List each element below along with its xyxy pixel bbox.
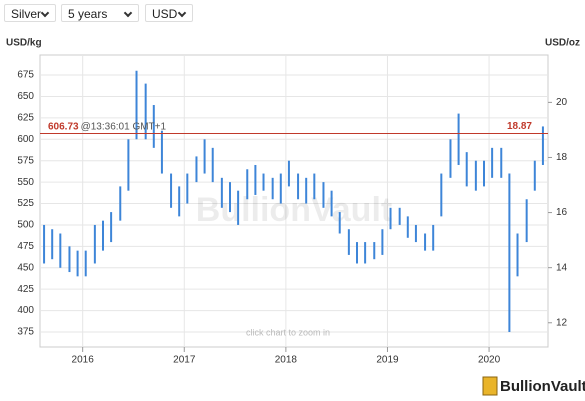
y2-tick-label: 14 [556, 262, 568, 273]
x-tick-label: 2017 [173, 355, 196, 366]
y-tick-label: 600 [17, 134, 34, 145]
plot [39, 54, 549, 348]
y-tick-label: 550 [17, 177, 34, 188]
select-label: USD [152, 7, 178, 21]
y-tick-label: 525 [17, 198, 34, 209]
current-time: @13:36:01 GMT+1 [81, 121, 167, 132]
y-tick-label: 650 [17, 91, 34, 102]
y-axis-label: USD/kg [6, 38, 42, 49]
y-tick-label: 450 [17, 262, 34, 273]
logo-text: BullionVault [500, 378, 585, 395]
currency-select[interactable]: USD [145, 4, 193, 22]
logo: BullionVault [482, 376, 585, 396]
plot-area [39, 54, 549, 348]
x-tick-label: 2018 [275, 355, 298, 366]
metal-select[interactable]: Silver [4, 4, 56, 22]
x-tick-label: 2019 [376, 355, 399, 366]
select-label: Silver [11, 7, 42, 21]
y-tick-label: 500 [17, 220, 34, 231]
y-tick-label: 575 [17, 155, 34, 166]
period-select[interactable]: 5 years [61, 4, 139, 22]
y2-tick-label: 18 [556, 152, 568, 163]
current-price-label: 606.73 @13:36:01 GMT+1 [48, 121, 167, 132]
y-tick-label: 375 [17, 327, 34, 338]
x-tick-label: 2016 [72, 355, 95, 366]
current-price: 606.73 [48, 121, 79, 132]
y-tick-label: 625 [17, 113, 34, 124]
logo-icon [482, 376, 498, 396]
y2-tick-label: 20 [556, 97, 568, 108]
current-price-oz: 18.87 [507, 121, 532, 132]
watermark: BullionVault [196, 191, 392, 229]
y-tick-label: 675 [17, 70, 34, 81]
y-tick-label: 475 [17, 241, 34, 252]
zoom-hint: click chart to zoom in [246, 327, 330, 337]
x-tick-label: 2020 [478, 355, 501, 366]
select-label: 5 years [68, 7, 108, 21]
y2-axis-label: USD/oz [545, 38, 580, 49]
y-tick-label: 425 [17, 284, 34, 295]
y-tick-label: 400 [17, 305, 34, 316]
y2-tick-label: 12 [556, 317, 568, 328]
y2-tick-label: 16 [556, 207, 568, 218]
